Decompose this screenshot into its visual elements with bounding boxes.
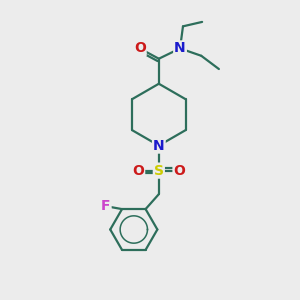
Text: S: S (154, 164, 164, 178)
Text: N: N (153, 139, 165, 153)
Text: N: N (174, 41, 186, 56)
Text: O: O (132, 164, 144, 178)
Text: O: O (134, 41, 146, 56)
Text: O: O (173, 164, 185, 178)
Text: F: F (101, 199, 111, 213)
